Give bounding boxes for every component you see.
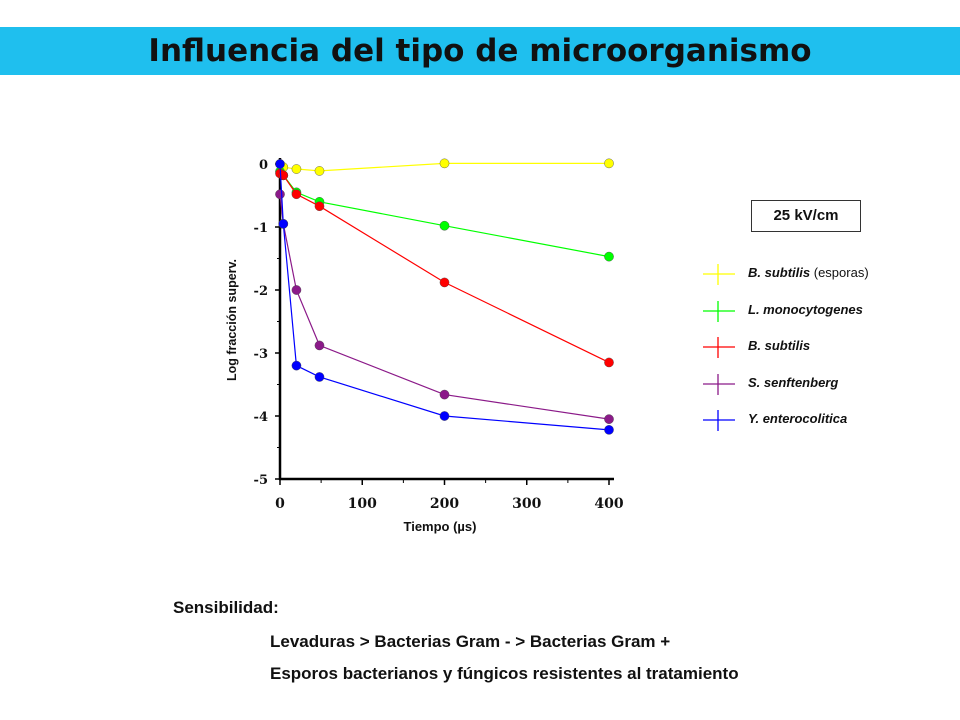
data-point — [314, 166, 325, 176]
legend-label: Y. enterocolitica — [748, 411, 847, 426]
series-line — [279, 163, 610, 431]
field-strength-label: 25 kV/cm — [751, 200, 861, 232]
chart-axes: 0 -1 -2 -3 -4 -5 0 100 200 300 400 — [254, 158, 624, 512]
series-4 — [275, 159, 614, 435]
data-point — [275, 189, 285, 200]
data-point — [291, 285, 302, 295]
data-point — [604, 425, 614, 435]
legend-series-name: Y. enterocolitica — [748, 411, 848, 426]
legend-series-name: L. monocytogenes — [748, 301, 863, 317]
title-bar — [0, 27, 960, 75]
data-point — [314, 340, 325, 351]
legend-series-name: B. subtilis — [748, 265, 811, 280]
legend-marker — [703, 410, 735, 431]
data-point — [604, 251, 614, 262]
y-tick-label: -3 — [254, 347, 268, 362]
series-1 — [275, 166, 614, 262]
page-title: Influencia del tipo de microorganismo — [148, 33, 812, 69]
legend-marker — [703, 264, 735, 285]
data-point — [291, 189, 302, 200]
data-point — [275, 159, 285, 169]
legend-marker — [703, 373, 735, 395]
data-point — [439, 411, 450, 421]
data-point — [604, 414, 614, 424]
x-tick-label: 0 — [275, 496, 285, 512]
data-point — [278, 219, 289, 229]
series-line — [279, 171, 610, 258]
y-tick-label: -1 — [254, 221, 268, 236]
y-tick-label: -5 — [254, 473, 268, 488]
legend-marker — [703, 337, 735, 358]
legend-label: B. subtilis — [748, 338, 810, 353]
legend-series-name: B. subtilis — [748, 338, 811, 353]
data-point — [291, 360, 302, 371]
y-tick-label: 0 — [259, 158, 268, 173]
data-point — [291, 164, 302, 174]
sensitivity-resistance-note: Esporos bacterianos y fúngicos resistent… — [270, 664, 739, 683]
data-point — [439, 389, 450, 400]
legend-label: S. senftenberg — [748, 375, 838, 390]
sensitivity-title: Sensibilidad: — [173, 598, 279, 617]
y-tick-label: -2 — [254, 284, 268, 299]
x-tick-label: 200 — [430, 496, 459, 512]
legend-label: L. monocytogenes — [748, 302, 863, 317]
x-tick-label: 400 — [594, 496, 623, 512]
legend-label: B. subtilis (esporas) — [748, 265, 869, 280]
x-tick-label: 300 — [512, 496, 541, 512]
legend-series-name: S. senftenberg — [748, 374, 839, 390]
x-tick-label: 100 — [348, 496, 377, 512]
data-point — [314, 372, 325, 382]
legend-marker — [703, 300, 735, 322]
data-point — [439, 220, 450, 231]
y-axis-label: Log fracción superv. — [225, 259, 239, 381]
series-0 — [275, 158, 614, 176]
data-point — [604, 357, 614, 368]
legend-series-note: (esporas) — [810, 265, 869, 280]
data-point — [604, 158, 614, 169]
series-2 — [275, 168, 614, 368]
y-tick-label: -4 — [254, 410, 268, 425]
x-axis-label: Tiempo (µs) — [404, 519, 477, 534]
sensitivity-ranking: Levaduras > Bacterias Gram - > Bacterias… — [270, 632, 671, 651]
chart-series — [275, 158, 614, 435]
data-point — [439, 277, 450, 288]
data-point — [314, 201, 325, 212]
data-point — [439, 158, 450, 169]
series-line — [279, 172, 610, 363]
